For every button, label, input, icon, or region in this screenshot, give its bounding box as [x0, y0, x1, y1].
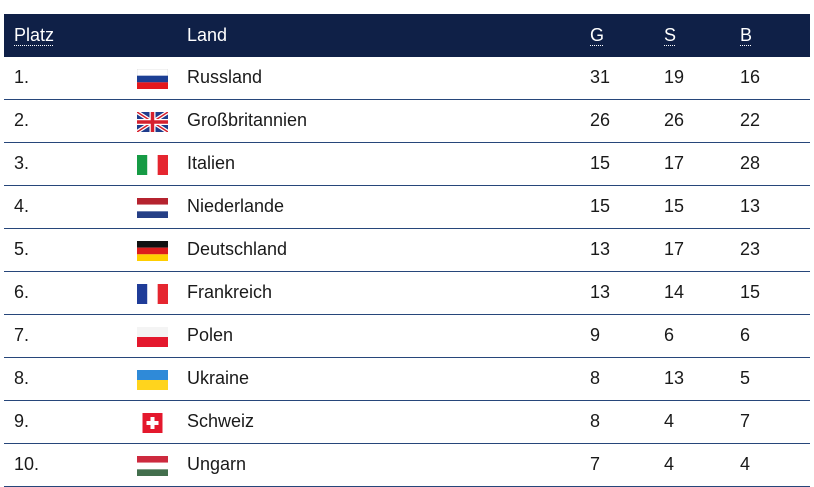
country-cell: Russland: [187, 67, 263, 87]
bronze-cell: 13: [740, 196, 761, 216]
table-row: 8. Ukraine 8 13 5: [4, 358, 810, 401]
country-cell: Italien: [187, 153, 236, 173]
rank-cell: 7.: [14, 325, 30, 345]
rank-cell: 8.: [14, 368, 30, 388]
column-header-rank[interactable]: Platz: [14, 25, 55, 45]
table-row: 6. Frankreich 13 14 15: [4, 272, 810, 315]
table-header: Platz Land G S B: [4, 14, 810, 57]
silver-cell: 4: [664, 454, 675, 474]
table-row: 10. Ungarn 7 4 4: [4, 444, 810, 487]
bronze-cell: 6: [740, 325, 751, 345]
column-header-country: Land: [187, 25, 228, 45]
flag-switzerland-icon: [137, 413, 168, 433]
flag-russia-icon: [137, 69, 168, 89]
country-cell: Deutschland: [187, 239, 288, 259]
table-row: 1. Russland 31 19 16: [4, 57, 810, 100]
gold-cell: 13: [590, 282, 611, 302]
rank-cell: 4.: [14, 196, 30, 216]
silver-cell: 17: [664, 239, 685, 259]
bronze-cell: 15: [740, 282, 761, 302]
table-row: 9. Schweiz 8 4 7: [4, 401, 810, 444]
silver-cell: 19: [664, 67, 685, 87]
gold-cell: 9: [590, 325, 601, 345]
bronze-cell: 5: [740, 368, 751, 388]
country-cell: Ungarn: [187, 454, 247, 474]
table-row: 3. Italien 15 17 28: [4, 143, 810, 186]
rank-cell: 3.: [14, 153, 30, 173]
country-cell: Schweiz: [187, 411, 255, 431]
gold-cell: 15: [590, 153, 611, 173]
table-row: 7. Polen 9 6 6: [4, 315, 810, 358]
bronze-cell: 16: [740, 67, 761, 87]
flag-france-icon: [137, 284, 168, 304]
flag-hungary-icon: [137, 456, 168, 476]
flag-italy-icon: [137, 155, 168, 175]
gold-cell: 8: [590, 368, 601, 388]
rank-cell: 2.: [14, 110, 30, 130]
rank-cell: 9.: [14, 411, 30, 431]
silver-cell: 26: [664, 110, 685, 130]
table-row: 5. Deutschland 13 17 23: [4, 229, 810, 272]
column-header-gold[interactable]: G: [590, 25, 605, 45]
gold-cell: 13: [590, 239, 611, 259]
bronze-cell: 23: [740, 239, 761, 259]
bronze-cell: 4: [740, 454, 751, 474]
flag-germany-icon: [137, 241, 168, 261]
bronze-cell: 28: [740, 153, 761, 173]
medal-table: Platz Land G S B 1. Russland 31 19 16 2.…: [4, 14, 810, 487]
rank-cell: 10.: [14, 454, 40, 474]
gold-cell: 7: [590, 454, 601, 474]
bronze-cell: 22: [740, 110, 761, 130]
column-header-bronze[interactable]: B: [740, 25, 753, 45]
flag-poland-icon: [137, 327, 168, 347]
rank-cell: 1.: [14, 67, 30, 87]
column-header-silver[interactable]: S: [664, 25, 677, 45]
silver-cell: 17: [664, 153, 685, 173]
silver-cell: 14: [664, 282, 685, 302]
country-cell: Niederlande: [187, 196, 285, 216]
silver-cell: 4: [664, 411, 675, 431]
rank-cell: 6.: [14, 282, 30, 302]
silver-cell: 13: [664, 368, 685, 388]
country-cell: Großbritannien: [187, 110, 308, 130]
table-row: 2. Großbritannien 26 26 22: [4, 100, 810, 143]
silver-cell: 15: [664, 196, 685, 216]
flag-netherlands-icon: [137, 198, 168, 218]
silver-cell: 6: [664, 325, 675, 345]
gold-cell: 26: [590, 110, 611, 130]
country-cell: Polen: [187, 325, 234, 345]
table-row: 4. Niederlande 15 15 13: [4, 186, 810, 229]
country-cell: Ukraine: [187, 368, 250, 388]
bronze-cell: 7: [740, 411, 751, 431]
gold-cell: 8: [590, 411, 601, 431]
flag-uk-icon: [137, 112, 168, 132]
country-cell: Frankreich: [187, 282, 273, 302]
gold-cell: 31: [590, 67, 611, 87]
gold-cell: 15: [590, 196, 611, 216]
rank-cell: 5.: [14, 239, 30, 259]
flag-ukraine-icon: [137, 370, 168, 390]
